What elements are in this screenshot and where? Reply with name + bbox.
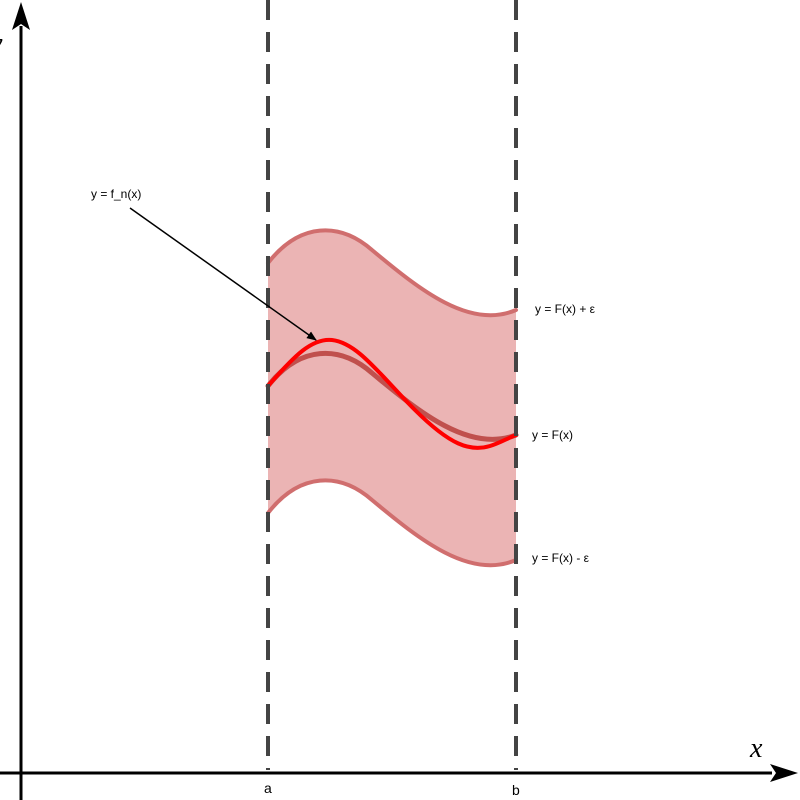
fn-pointer-arrow [129, 207, 317, 341]
x-axis-label: x [749, 733, 763, 764]
upper-bound-curve [266, 228, 518, 318]
x-axis-arrowhead [770, 764, 798, 782]
epsilon-band [268, 230, 516, 566]
y-axis-label: y [0, 28, 3, 59]
upper-bound-label: y = F(x) + ε [535, 302, 596, 316]
y-axis-arrowhead [12, 2, 30, 30]
fn-curve [266, 337, 518, 450]
lower-bound-label: y = F(x) - ε [532, 551, 590, 565]
b-label: b [512, 782, 520, 798]
a-label: a [264, 780, 272, 796]
fn-label: y = f_n(x) [91, 187, 141, 201]
F-curve [265, 351, 519, 442]
lower-bound-curve [266, 478, 518, 568]
F-label: y = F(x) [532, 428, 573, 442]
